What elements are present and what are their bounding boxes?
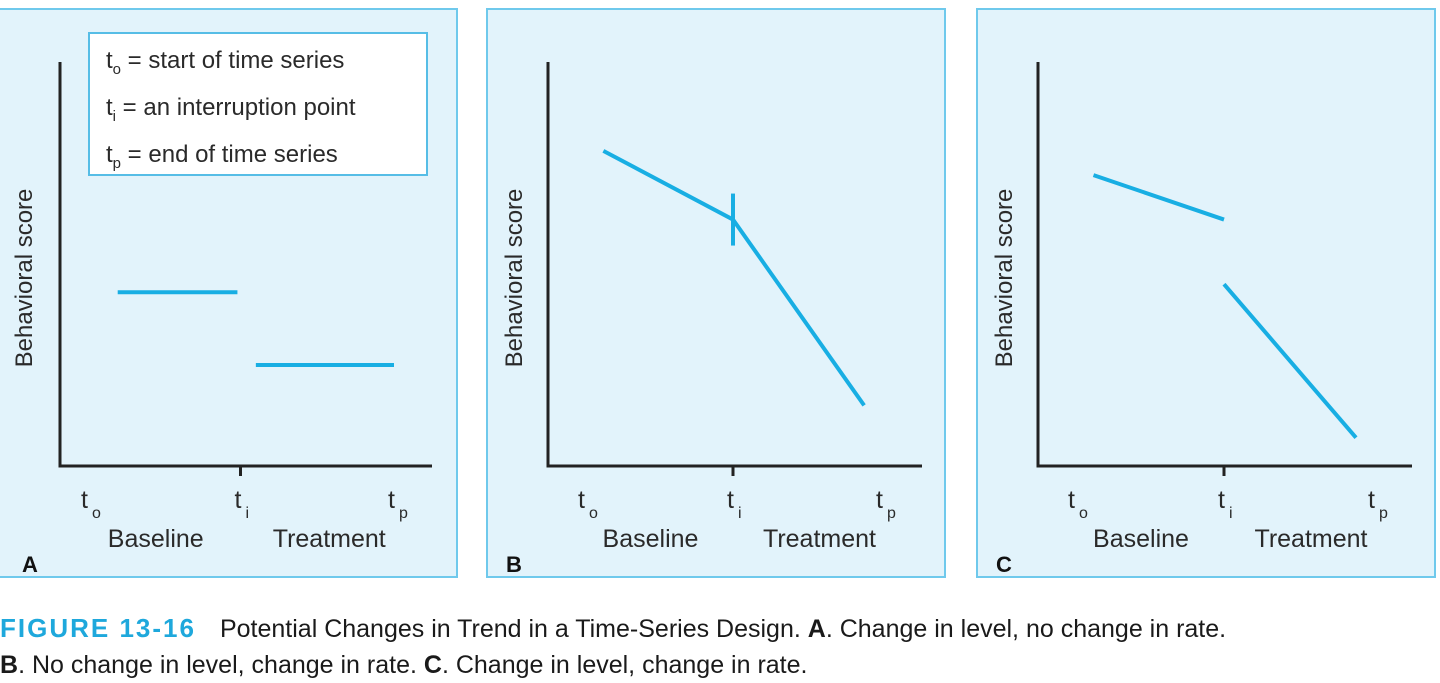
figure-caption: FIGURE 13-16 Potential Changes in Trend i… (0, 610, 1440, 683)
x-tick-label-i: t (727, 486, 734, 514)
x-tick-label-p: t (1368, 486, 1375, 514)
y-axis-label: Behavioral score (11, 189, 38, 368)
phase-label-baseline: Baseline (1093, 525, 1189, 553)
legend-text: = start of time series (121, 47, 345, 74)
caption-a-text: . Change in level, no change in rate. (825, 615, 1227, 643)
x-tick-subscript-o: o (589, 505, 598, 522)
legend-symbol: t (106, 47, 113, 74)
caption-b-text: . No change in level, change in rate. (18, 651, 417, 679)
legend-row-end: tp = end of time series (106, 136, 426, 183)
phase-label-baseline: Baseline (603, 525, 699, 553)
panel-a: A Behavioral score t o t i t p Baseline Treatmen… (0, 8, 458, 578)
panel-b: B Behavioral score t o t i t p Baseline Treatmen… (486, 8, 946, 578)
caption-b-label: B (0, 651, 19, 679)
axes (546, 62, 922, 468)
legend-subscript: o (112, 60, 122, 78)
axes (1036, 62, 1412, 468)
x-tick-label-o: t (578, 486, 585, 514)
panel-c: C Behavioral score t o t i t p Baseline Treatmen… (976, 8, 1436, 578)
x-tick-subscript-p: p (399, 505, 408, 522)
legend-symbol: t (106, 140, 113, 168)
x-tick-label-i: t (1218, 486, 1225, 514)
phase-label-treatment: Treatment (273, 525, 386, 553)
legend-text: = end of time series (121, 140, 338, 168)
series-line-treatment (731, 218, 866, 407)
x-tick-subscript-o: o (1079, 505, 1088, 522)
caption-a-label: A (807, 615, 826, 643)
caption-c-label: C (423, 651, 442, 679)
figure-label: FIGURE 13-16 (0, 613, 196, 643)
x-tick-subscript-i: i (246, 505, 250, 522)
legend-text: = an interruption point (116, 93, 356, 121)
panel-label-a: A (22, 552, 38, 577)
phase-label-treatment: Treatment (763, 525, 876, 553)
x-tick-label-o: t (1068, 486, 1075, 514)
caption-text: Potential Changes in Trend in a Time-Ser… (219, 615, 801, 643)
y-axis-label: Behavioral score (991, 189, 1018, 368)
x-tick-subscript-p: p (887, 505, 896, 522)
x-tick-subscript-o: o (92, 505, 101, 522)
series-line-baseline (1092, 173, 1225, 222)
phase-label-treatment: Treatment (1254, 525, 1367, 553)
panel-label-c: C (996, 552, 1012, 577)
panel-label-b: B (506, 552, 522, 577)
legend-subscript: p (112, 154, 122, 172)
x-tick-subscript-i: i (1229, 505, 1233, 522)
x-tick-label-o: t (81, 486, 88, 514)
caption-c-text: . Change in level, change in rate. (441, 651, 808, 679)
x-tick-label-p: t (388, 486, 395, 514)
axes (58, 62, 432, 468)
series-line-treatment (1222, 282, 1358, 440)
legend-subscript: i (112, 107, 117, 125)
x-tick-label-p: t (876, 486, 883, 514)
x-tick-subscript-p: p (1379, 505, 1388, 522)
legend-symbol: t (106, 93, 113, 121)
phase-label-baseline: Baseline (108, 525, 204, 553)
legend-row-interruption: ti = an interruption point (106, 89, 426, 136)
y-axis-label: Behavioral score (501, 189, 528, 368)
legend-row-start: to = start of time series (106, 42, 426, 89)
x-tick-label-i: t (235, 486, 242, 514)
legend: to = start of time series ti = an interr… (88, 32, 428, 176)
x-tick-subscript-i: i (738, 505, 742, 522)
series-line-baseline (602, 149, 734, 222)
